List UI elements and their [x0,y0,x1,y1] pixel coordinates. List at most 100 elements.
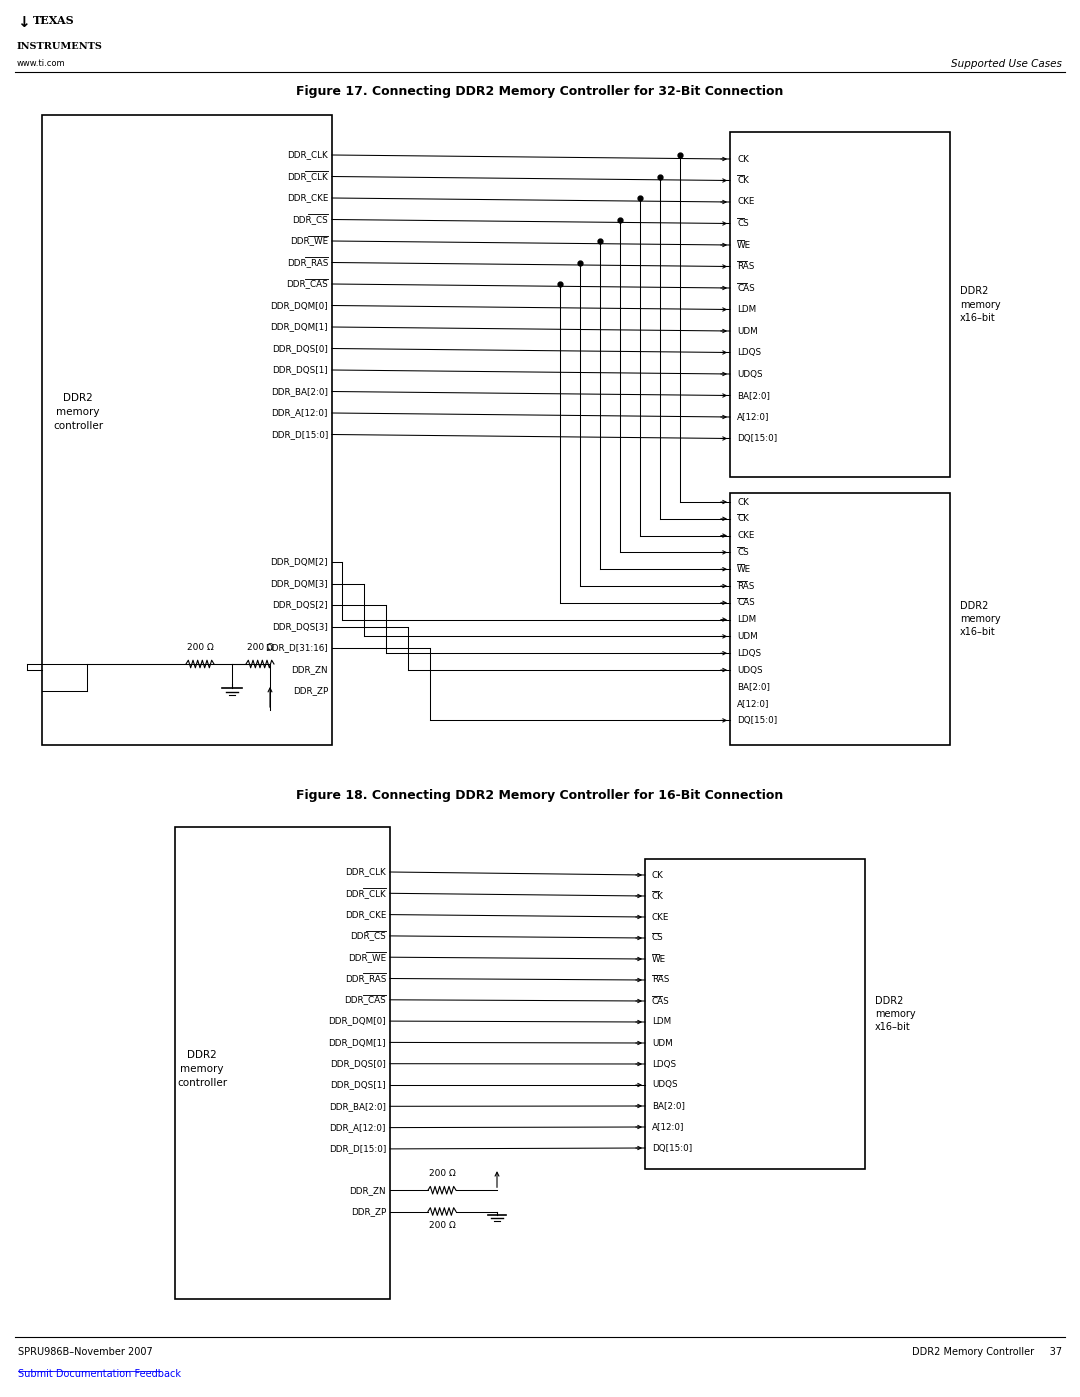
Text: CKE: CKE [737,531,754,541]
Text: Figure 17. Connecting DDR2 Memory Controller for 32-Bit Connection: Figure 17. Connecting DDR2 Memory Contro… [296,85,784,98]
Text: www.ti.com: www.ti.com [17,59,66,68]
Text: LDQS: LDQS [652,1059,676,1069]
Text: DDR_CS: DDR_CS [293,215,328,224]
Text: 200 Ω: 200 Ω [187,643,214,652]
Bar [645,859,865,1169]
Text: CS: CS [652,933,664,943]
Text: DDR_CLK: DDR_CLK [346,888,386,898]
Text: INSTRUMENTS: INSTRUMENTS [17,42,103,52]
Text: ↓: ↓ [17,15,30,29]
Text: LDM: LDM [652,1017,671,1027]
Text: LDM: LDM [737,305,756,314]
Text: DQ[15:0]: DQ[15:0] [737,715,778,725]
Text: 200 Ω: 200 Ω [429,1169,456,1178]
Text: CK: CK [737,497,748,507]
Text: DDR_DQS[1]: DDR_DQS[1] [330,1080,386,1090]
Text: DDR_DQS[2]: DDR_DQS[2] [272,601,328,609]
Text: A[12:0]: A[12:0] [737,412,769,422]
Bar [730,493,950,745]
Text: DDR_D[15:0]: DDR_D[15:0] [328,1144,386,1154]
Text: DDR2
memory
controller: DDR2 memory controller [53,393,103,432]
Text: DDR_DQM[0]: DDR_DQM[0] [328,1017,386,1025]
Text: DDR2
memory
x16–bit: DDR2 memory x16–bit [960,286,1001,323]
Text: LDQS: LDQS [737,648,761,658]
Text: DDR2
memory
x16–bit: DDR2 memory x16–bit [960,601,1001,637]
Text: DDR_DQM[1]: DDR_DQM[1] [270,323,328,331]
Text: UDQS: UDQS [737,665,762,675]
Text: DDR_CAS: DDR_CAS [345,995,386,1004]
Text: DDR_BA[2:0]: DDR_BA[2:0] [329,1102,386,1111]
Text: DDR_ZP: DDR_ZP [351,1207,386,1215]
Text: DDR_A[12:0]: DDR_A[12:0] [329,1123,386,1132]
Text: DDR2 Memory Controller     37: DDR2 Memory Controller 37 [912,1347,1062,1356]
Text: DDR_WE: DDR_WE [348,953,386,961]
Text: DDR2
memory
x16–bit: DDR2 memory x16–bit [875,996,916,1032]
Text: DDR_DQM[3]: DDR_DQM[3] [270,578,328,588]
Text: BA[2:0]: BA[2:0] [737,391,770,400]
Text: UDM: UDM [652,1038,673,1048]
Text: RAS: RAS [737,263,754,271]
Text: DDR_CKE: DDR_CKE [345,909,386,919]
Text: DDR_CKE: DDR_CKE [286,194,328,203]
Text: UDQS: UDQS [652,1080,677,1090]
Text: SPRU986B–November 2007: SPRU986B–November 2007 [18,1347,152,1356]
Text: CK: CK [737,176,748,184]
Text: UDQS: UDQS [737,369,762,379]
Text: RAS: RAS [652,975,670,985]
Text: LDQS: LDQS [737,348,761,358]
Text: DDR_RAS: DDR_RAS [286,258,328,267]
Text: BA[2:0]: BA[2:0] [737,682,770,692]
Text: WE: WE [737,240,751,250]
Text: CKE: CKE [737,197,754,207]
Text: UDM: UDM [737,327,758,335]
Text: DDR_DQS[1]: DDR_DQS[1] [272,366,328,374]
Text: 200 Ω: 200 Ω [429,1221,456,1231]
Text: DDR_DQM[0]: DDR_DQM[0] [270,300,328,310]
Text: DDR_RAS: DDR_RAS [345,974,386,983]
Text: TEXAS: TEXAS [33,15,75,27]
Text: CKE: CKE [652,912,670,922]
Text: WE: WE [652,954,666,964]
Text: 200 Ω: 200 Ω [246,643,273,652]
Text: DDR_WE: DDR_WE [289,236,328,246]
Text: CK: CK [652,891,664,901]
Text: CAS: CAS [737,284,755,292]
Text: DDR_D[15:0]: DDR_D[15:0] [271,430,328,439]
Text: A[12:0]: A[12:0] [652,1123,685,1132]
Text: DQ[15:0]: DQ[15:0] [652,1144,692,1153]
Text: DDR_ZP: DDR_ZP [293,686,328,696]
Text: DDR_CS: DDR_CS [350,932,386,940]
Text: Figure 18. Connecting DDR2 Memory Controller for 16-Bit Connection: Figure 18. Connecting DDR2 Memory Contro… [296,789,784,802]
Text: DDR2
memory
controller: DDR2 memory controller [177,1051,227,1088]
Text: A[12:0]: A[12:0] [737,698,769,708]
Text: CK: CK [737,514,748,524]
Text: RAS: RAS [737,581,754,591]
Text: DDR_CLK: DDR_CLK [287,172,328,182]
Text: DDR_DQS[3]: DDR_DQS[3] [272,622,328,631]
Text: CS: CS [737,219,748,228]
Text: DDR_BA[2:0]: DDR_BA[2:0] [271,387,328,395]
Text: DDR_DQS[0]: DDR_DQS[0] [330,1059,386,1069]
Text: DQ[15:0]: DQ[15:0] [737,434,778,443]
Text: LDM: LDM [737,615,756,624]
Bar [730,131,950,476]
Text: DDR_DQS[0]: DDR_DQS[0] [272,344,328,353]
Text: BA[2:0]: BA[2:0] [652,1101,685,1111]
Text: DDR_DQM[1]: DDR_DQM[1] [328,1038,386,1046]
Text: CK: CK [652,870,664,880]
Text: CK: CK [737,155,748,163]
Text: Supported Use Cases: Supported Use Cases [951,59,1062,68]
Text: DDR_CLK: DDR_CLK [346,868,386,876]
Text: DDR_DQM[2]: DDR_DQM[2] [270,557,328,567]
Text: CAS: CAS [652,996,670,1006]
Text: DDR_A[12:0]: DDR_A[12:0] [271,408,328,418]
Text: DDR_ZN: DDR_ZN [350,1186,386,1194]
Text: DDR_ZN: DDR_ZN [292,665,328,673]
Text: CAS: CAS [737,598,755,608]
Text: UDM: UDM [737,631,758,641]
Text: DDR_CLK: DDR_CLK [287,151,328,159]
Text: DDR_CAS: DDR_CAS [286,279,328,289]
Bar [42,115,332,745]
Bar [175,827,390,1299]
Text: CS: CS [737,548,748,557]
